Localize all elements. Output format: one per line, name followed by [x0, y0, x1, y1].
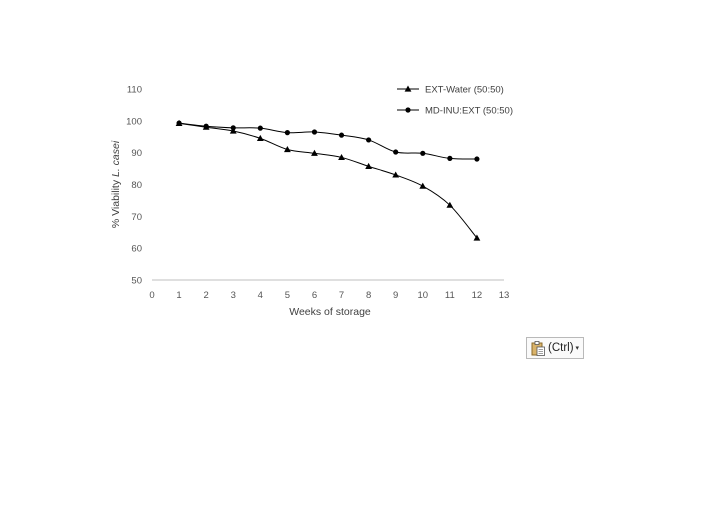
- y-tick-label: 100: [126, 116, 142, 127]
- y-tick-label: 110: [127, 85, 142, 96]
- data-point: [420, 150, 426, 156]
- x-tick-label: 3: [231, 290, 236, 301]
- data-point: [176, 120, 182, 126]
- x-tick-label: 1: [176, 290, 181, 301]
- x-tick-label: 11: [445, 290, 455, 301]
- data-point: [284, 130, 290, 136]
- legend-label-1: EXT-Water (50:50): [425, 85, 504, 96]
- y-tick-label: 90: [131, 148, 142, 159]
- data-point: [338, 132, 345, 138]
- y-tick-label: 50: [131, 276, 142, 287]
- data-point: [203, 123, 209, 129]
- data-point: [474, 156, 480, 162]
- data-point: [257, 125, 263, 131]
- x-tick-label: 12: [472, 290, 483, 301]
- data-point: [283, 145, 291, 153]
- x-tick-label: 6: [312, 290, 317, 301]
- x-tick-label: 4: [258, 290, 263, 301]
- data-point: [311, 149, 318, 156]
- y-tick-label: 70: [131, 212, 142, 223]
- x-tick-label: 9: [393, 290, 398, 301]
- data-point: [366, 137, 372, 143]
- chevron-down-icon: ▾: [575, 345, 580, 352]
- data-point: [447, 155, 453, 161]
- x-axis-title: Weeks of storage: [289, 306, 371, 318]
- series-layer: [175, 119, 481, 241]
- data-point: [446, 201, 454, 208]
- data-point: [393, 149, 399, 155]
- x-tick-label: 8: [366, 290, 371, 301]
- data-point: [229, 127, 237, 134]
- data-point: [230, 125, 236, 131]
- data-point: [338, 153, 345, 161]
- data-point: [256, 134, 264, 141]
- paste-options-button[interactable]: (Ctrl) ▾: [526, 337, 584, 359]
- x-tick-label: 7: [339, 290, 344, 301]
- x-tick-label: 0: [149, 290, 154, 301]
- x-tick-label: 10: [417, 290, 428, 301]
- legend-marker-2: [405, 107, 411, 113]
- paste-options-label: (Ctrl): [548, 342, 574, 354]
- data-point: [311, 129, 318, 135]
- x-tick-label: 5: [285, 290, 290, 301]
- y-tick-label: 60: [131, 244, 142, 255]
- data-point: [473, 234, 481, 241]
- data-point: [365, 162, 373, 169]
- legend-label-2: MD-INU:EXT (50:50): [425, 106, 513, 117]
- legend-marker-1: [404, 85, 412, 92]
- series-line-2: [179, 122, 477, 160]
- chart-legend: EXT-Water (50:50) MD-INU:EXT (50:50): [397, 85, 513, 117]
- data-point: [419, 182, 427, 189]
- y-tick-label: 80: [131, 180, 142, 191]
- data-point: [392, 171, 400, 178]
- x-tick-label: 2: [204, 290, 209, 301]
- y-axis-title: % Viability L. casei: [110, 140, 122, 228]
- x-tick-label: 13: [499, 290, 510, 301]
- clipboard-icon: [531, 341, 545, 356]
- chart-axes: 0 1 2 3 4 5 6 7 8 9 10 11 12 135060708090100110Weeks …: [110, 85, 509, 319]
- series-line-1: [179, 122, 478, 239]
